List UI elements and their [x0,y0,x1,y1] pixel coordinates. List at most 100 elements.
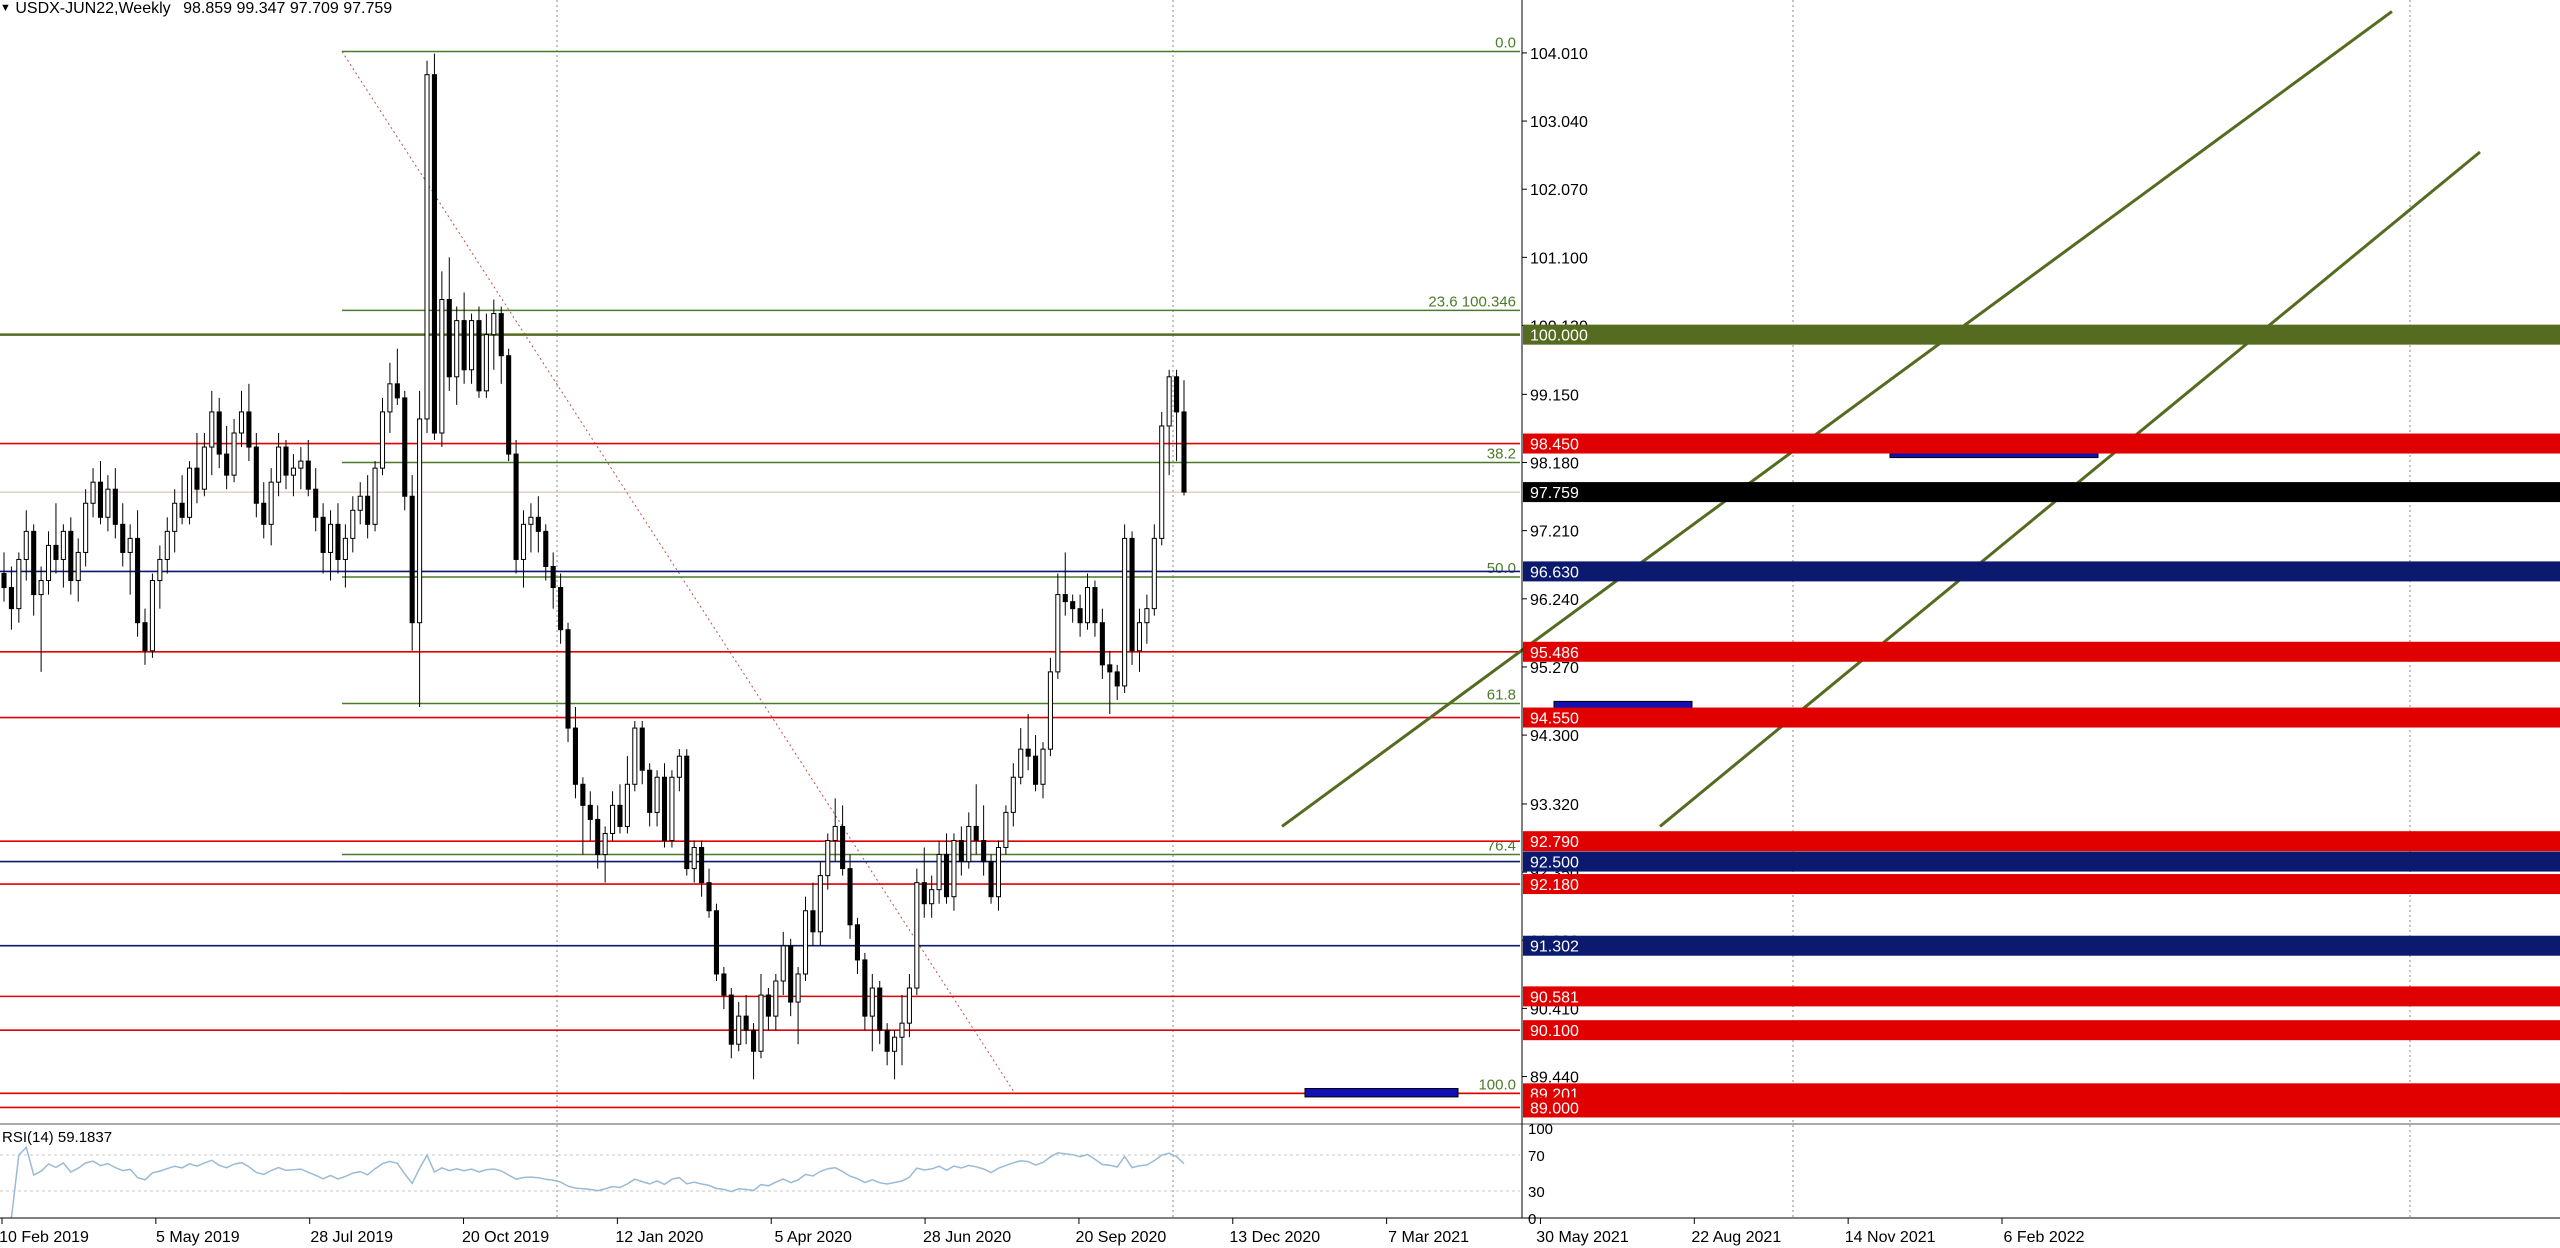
candle[interactable] [45,531,52,595]
candle[interactable] [253,433,259,518]
candle[interactable] [951,833,957,911]
candle[interactable] [565,622,571,743]
candle[interactable] [765,988,771,1031]
candle[interactable] [1077,594,1083,637]
candle[interactable] [528,503,534,553]
candle[interactable] [847,854,853,939]
level-badge[interactable] [1523,482,2560,503]
candle[interactable] [350,496,356,553]
candle[interactable] [1144,594,1150,644]
candle[interactable] [379,397,386,476]
candle[interactable] [914,868,920,996]
candle[interactable] [995,840,1002,911]
candle[interactable] [721,966,727,1010]
candle[interactable] [357,482,363,525]
candle[interactable] [127,524,133,595]
candle[interactable] [1040,742,1046,799]
candle[interactable] [810,882,816,946]
candle[interactable] [654,770,660,827]
candle[interactable] [639,721,645,785]
candle[interactable] [469,313,475,384]
candle[interactable] [68,517,74,595]
candle[interactable] [60,524,66,588]
candle[interactable] [1159,411,1165,546]
level-badge[interactable] [1523,641,2560,662]
candle[interactable] [1070,594,1076,623]
candle[interactable] [535,496,541,553]
candle[interactable] [1107,650,1113,715]
candle[interactable] [558,573,564,644]
candle[interactable] [795,966,801,1045]
candle[interactable] [825,833,831,890]
candle[interactable] [906,973,912,1038]
candle[interactable] [112,468,118,539]
candle[interactable] [320,503,326,574]
candle[interactable] [973,784,979,855]
candle[interactable] [840,805,846,876]
candle[interactable] [877,981,883,1045]
candle[interactable] [142,608,148,665]
candle[interactable] [773,973,779,1031]
candle[interactable] [587,791,593,841]
candle[interactable] [431,53,437,441]
candle[interactable] [157,545,163,609]
candle[interactable] [647,763,653,827]
candle[interactable] [802,896,809,981]
candle[interactable] [261,482,267,539]
candle[interactable] [1033,735,1039,792]
candle[interactable] [365,475,371,539]
level-badge[interactable] [1523,1097,2560,1118]
candle[interactable] [936,840,942,904]
candle[interactable] [83,489,89,567]
level-badge[interactable] [1523,851,2560,872]
candle[interactable] [246,383,252,462]
candle[interactable] [90,468,96,518]
candle[interactable] [75,538,81,602]
candle[interactable] [684,749,690,876]
candle[interactable] [446,257,452,391]
candle[interactable] [1047,657,1053,757]
candle[interactable] [201,433,207,497]
candle[interactable] [1062,552,1068,616]
candle[interactable] [988,854,994,904]
level-badge[interactable] [1523,1020,2560,1041]
candle[interactable] [16,552,22,623]
candle[interactable] [298,447,304,490]
level-badge[interactable] [1523,561,2560,582]
candle[interactable] [491,299,497,370]
candle[interactable] [780,931,786,996]
candle[interactable] [1136,608,1143,672]
zone-rect[interactable] [1304,1087,1459,1098]
candle[interactable] [476,306,482,398]
candle[interactable] [238,390,245,448]
candle[interactable] [305,440,311,497]
candle[interactable] [394,348,400,405]
candle[interactable] [186,461,193,525]
candle[interactable] [1003,805,1009,855]
candle[interactable] [38,566,44,672]
collapse-triangle-icon[interactable]: ▼ [0,2,11,14]
candle[interactable] [164,517,170,574]
candle[interactable] [929,875,935,918]
candle[interactable] [699,840,705,897]
candle[interactable] [817,861,823,946]
candle[interactable] [31,524,37,616]
candle[interactable] [23,510,29,581]
candle[interactable] [135,510,141,637]
candle[interactable] [1151,524,1157,616]
candle[interactable] [543,524,549,581]
candle[interactable] [736,1002,742,1052]
candle[interactable] [328,510,334,581]
candle[interactable] [53,503,59,574]
candle[interactable] [105,475,111,532]
candle[interactable] [832,798,838,862]
candle[interactable] [1166,369,1172,476]
candle[interactable] [498,306,504,384]
candle[interactable] [632,721,638,792]
candle[interactable] [921,847,927,918]
candle[interactable] [1055,573,1061,679]
candle[interactable] [409,475,415,651]
candle[interactable] [209,390,215,476]
candle[interactable] [513,440,519,574]
candle[interactable] [966,812,972,869]
